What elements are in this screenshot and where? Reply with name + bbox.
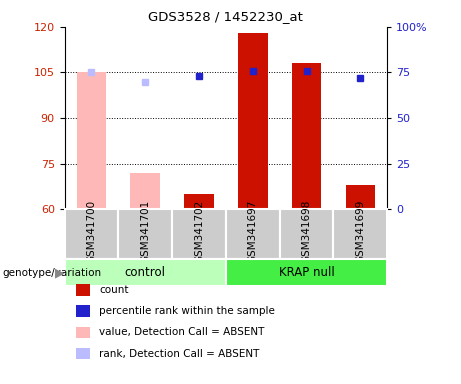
Text: ▶: ▶ bbox=[55, 266, 65, 279]
Bar bbox=[226, 259, 387, 286]
Bar bbox=[130, 173, 160, 209]
Text: GSM341697: GSM341697 bbox=[248, 200, 258, 263]
Bar bbox=[76, 348, 90, 359]
Text: value, Detection Call = ABSENT: value, Detection Call = ABSENT bbox=[99, 328, 265, 338]
Text: count: count bbox=[99, 285, 129, 295]
Bar bbox=[65, 259, 226, 286]
Title: GDS3528 / 1452230_at: GDS3528 / 1452230_at bbox=[148, 10, 303, 23]
Text: rank, Detection Call = ABSENT: rank, Detection Call = ABSENT bbox=[99, 349, 260, 359]
Bar bbox=[76, 305, 90, 317]
Text: KRAP null: KRAP null bbox=[279, 266, 334, 279]
Bar bbox=[184, 194, 214, 209]
Bar bbox=[172, 209, 226, 259]
Text: GSM341698: GSM341698 bbox=[301, 200, 312, 263]
Bar bbox=[65, 209, 118, 259]
Text: control: control bbox=[125, 266, 165, 279]
Bar bbox=[226, 209, 280, 259]
Bar bbox=[346, 185, 375, 209]
Bar bbox=[76, 326, 90, 338]
Bar bbox=[280, 209, 333, 259]
Bar bbox=[292, 63, 321, 209]
Text: GSM341702: GSM341702 bbox=[194, 200, 204, 263]
Text: percentile rank within the sample: percentile rank within the sample bbox=[99, 306, 275, 316]
Bar bbox=[118, 209, 172, 259]
Bar bbox=[238, 33, 267, 209]
Bar bbox=[77, 73, 106, 209]
Text: genotype/variation: genotype/variation bbox=[2, 268, 101, 278]
Text: GSM341699: GSM341699 bbox=[355, 200, 366, 263]
Text: GSM341700: GSM341700 bbox=[86, 200, 96, 263]
Text: GSM341701: GSM341701 bbox=[140, 200, 150, 263]
Bar bbox=[76, 284, 90, 296]
Bar bbox=[333, 209, 387, 259]
